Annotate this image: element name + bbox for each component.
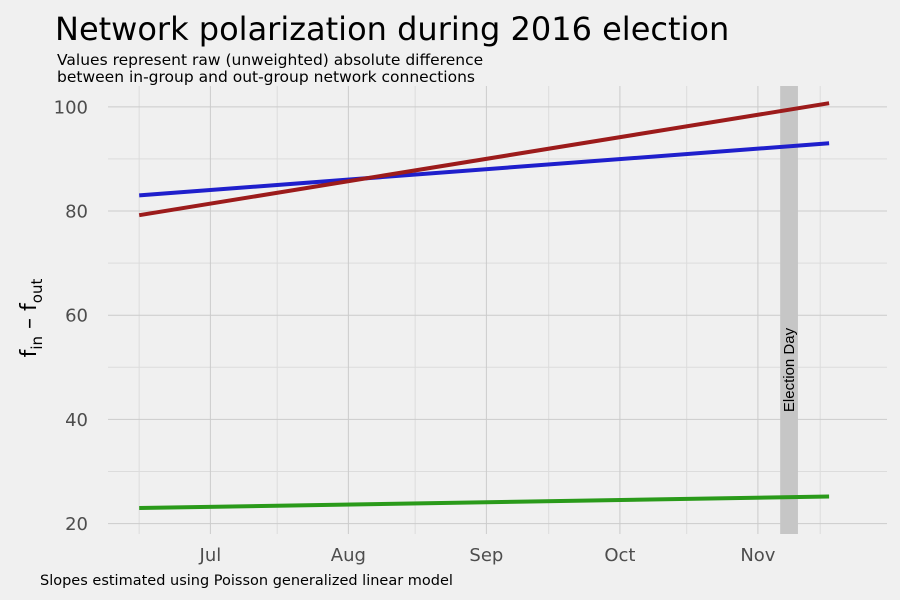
y-axis: 20 40 60 80 100: [54, 97, 88, 535]
chart-title: Network polarization during 2016 electio…: [55, 10, 730, 48]
y-tick-label: 60: [65, 306, 88, 327]
series-line-1: [139, 141, 830, 198]
y-tick-label: 40: [65, 410, 88, 431]
y-tick-label: 20: [65, 514, 88, 535]
x-tick-label: Jul: [199, 545, 222, 566]
x-tick-label: Aug: [331, 545, 366, 566]
chart-caption: Slopes estimated using Poisson generaliz…: [40, 573, 453, 589]
x-tick-label: Oct: [604, 545, 635, 566]
y-tick-label: 100: [54, 97, 88, 118]
x-axis: Jul Aug Sep Oct Nov: [199, 545, 776, 566]
y-tick-label: 80: [65, 202, 88, 223]
y-axis-label: fin – fout: [17, 279, 46, 358]
election-day-band: [780, 86, 798, 534]
series-line-3: [139, 494, 830, 510]
election-day-label: Election Day: [781, 327, 798, 412]
annotation-layer: Election Day: [780, 86, 798, 534]
x-tick-label: Sep: [469, 545, 503, 566]
x-tick-label: Nov: [740, 545, 775, 566]
series-layer: [138, 101, 830, 510]
subtitle-line-1: Values represent raw (unweighted) absolu…: [57, 51, 484, 69]
subtitle-line-2: between in-group and out-group network c…: [57, 68, 475, 86]
chart-subtitle: Values represent raw (unweighted) absolu…: [57, 52, 817, 86]
series-line-2: [138, 101, 830, 218]
grid: [108, 86, 887, 534]
